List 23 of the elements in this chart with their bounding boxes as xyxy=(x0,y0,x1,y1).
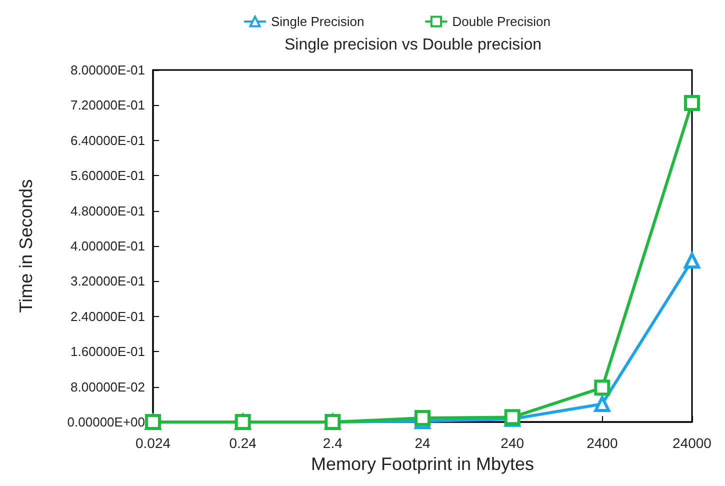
y-tick-label: 8.00000E-01 xyxy=(70,62,145,78)
x-tick-label: 0.24 xyxy=(229,435,257,451)
y-tick-label: 3.20000E-01 xyxy=(70,274,145,289)
x-tick-label: 0.024 xyxy=(135,435,171,451)
legend-label: Double Precision xyxy=(452,14,550,29)
chart-title: Single precision vs Double precision xyxy=(284,36,542,54)
x-tick-label: 2400 xyxy=(586,435,618,451)
x-tick-label: 24000 xyxy=(672,435,712,451)
y-tick-label: 4.00000E-01 xyxy=(70,238,145,254)
legend-label: Single Precision xyxy=(271,14,364,29)
y-axis-title: Time in Seconds xyxy=(16,179,36,313)
y-tick-label: 2.40000E-01 xyxy=(70,308,145,324)
x-tick-label: 24 xyxy=(414,435,430,451)
y-tick-label: 4.80000E-01 xyxy=(70,203,145,218)
y-tick-label: 7.20000E-01 xyxy=(70,98,145,113)
y-tick-label: 6.40000E-01 xyxy=(70,132,145,148)
y-tick-label: 8.00000E-02 xyxy=(70,379,145,394)
y-tick-label: 1.60000E-01 xyxy=(70,344,145,360)
y-tick-label: 5.60000E-01 xyxy=(70,168,145,184)
x-tick-label: 240 xyxy=(500,435,524,451)
y-tick-label: 0.00000E+00 xyxy=(67,414,145,430)
x-tick-label: 2.4 xyxy=(322,435,343,451)
x-axis-title: Memory Footprint in Mbytes xyxy=(310,454,534,474)
